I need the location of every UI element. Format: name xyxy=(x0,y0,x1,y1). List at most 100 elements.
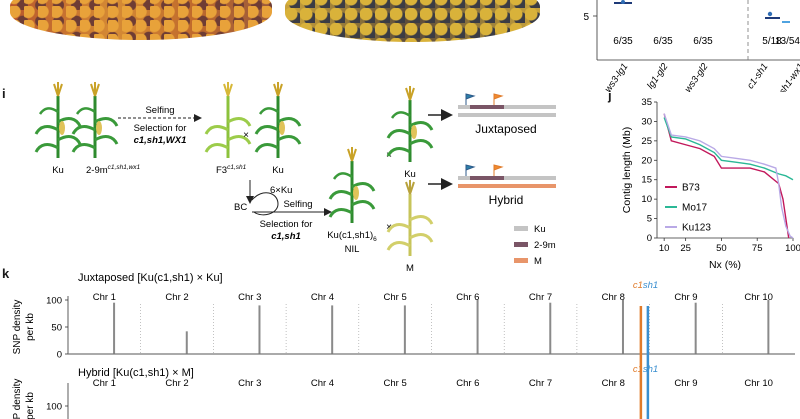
hybrid-haplotype xyxy=(458,164,556,188)
count-label: 6/35 xyxy=(693,36,713,47)
y-tick-label: 100 xyxy=(46,296,62,307)
y-tick-label: 15 xyxy=(641,175,652,186)
legend-swatch-m xyxy=(514,258,528,263)
series-line-ku123 xyxy=(663,113,794,239)
legend-label-2-9m: 2-9m xyxy=(534,240,556,251)
y-tick-label: 5 xyxy=(647,214,652,225)
snp-peak xyxy=(403,305,406,354)
chromosome-label: Chr 1 xyxy=(93,292,116,303)
arrow-label-selection: Selection for xyxy=(134,123,187,134)
x-tick-label: 25 xyxy=(680,243,691,254)
result-label-hybrid: Hybrid xyxy=(489,193,524,207)
series-line-mo17 xyxy=(663,117,794,181)
arrow-label-genotype: c1,sh1,WX1 xyxy=(134,135,187,146)
chromosome-label: Chr 6 xyxy=(456,378,479,389)
snp-density-chart: Juxtaposed [Ku(c1,sh1) × Ku] 0 50 100 SNP de… xyxy=(12,272,795,419)
panel-label-j: j xyxy=(608,88,612,103)
chromosome-label: Chr 1 xyxy=(93,378,116,389)
snp-peak xyxy=(113,302,116,354)
plant-label-f3: F3c1,sh1 xyxy=(216,164,247,176)
arrow2-label-selfing: Selfing xyxy=(283,199,312,210)
chromosome-label: Chr 10 xyxy=(744,378,773,389)
contig-length-chart: 0 5 10 15 20 25 30 35 10 25 50 75 100 Nx (%) Contig le… xyxy=(621,97,800,271)
plant-ku xyxy=(34,80,82,160)
chromosome-label: Chr 8 xyxy=(602,292,625,303)
x-tick-label: 75 xyxy=(752,243,763,254)
x-tick-label: 100 xyxy=(785,243,800,254)
plant-label-ku-3: Ku xyxy=(404,169,416,180)
y-axis-label-line1: SNP density xyxy=(12,300,23,355)
y-tick-label: 10 xyxy=(641,194,652,205)
juxtaposed-haplotype xyxy=(458,93,556,117)
legend-label-ku: Ku xyxy=(534,224,546,235)
panel-label-k: k xyxy=(2,266,10,281)
chromosome-label: Chr 7 xyxy=(529,378,552,389)
arrow2-label-selection: Selection for xyxy=(260,219,313,230)
legend-label: Ku123 xyxy=(682,223,711,234)
legend-label: B73 xyxy=(682,183,700,194)
y-tick-label: 25 xyxy=(641,136,652,147)
snp-peak xyxy=(331,305,334,354)
y-axis-label-line2: per kb xyxy=(25,392,36,419)
chromosome-label: Chr 3 xyxy=(238,292,261,303)
y-tick-label: 50 xyxy=(51,323,62,334)
data-point xyxy=(767,11,773,17)
chromosome-label: Chr 2 xyxy=(165,378,188,389)
snp-peak xyxy=(476,300,479,354)
track-title-juxtaposed: Juxtaposed [Ku(c1,sh1) × Ku] xyxy=(78,272,223,284)
chromosome-label: Chr 4 xyxy=(311,378,334,389)
cross-symbol: × xyxy=(243,130,249,141)
chromosome-label: Chr 7 xyxy=(529,292,552,303)
ytick-label: 5 xyxy=(583,12,589,23)
snp-peak xyxy=(185,331,188,354)
corn-cob-photo-left xyxy=(10,0,272,40)
plant-label-m: M xyxy=(406,263,414,274)
plant-label-ku-2: Ku xyxy=(272,165,284,176)
y-axis-label-line2: per kb xyxy=(25,313,36,341)
legend-swatch-2-9m xyxy=(514,242,528,247)
snp-peak xyxy=(549,302,552,354)
snp-peak xyxy=(621,300,624,354)
chromosome-label: Chr 10 xyxy=(744,292,773,303)
top-dot-chart: 5 6/35 6/35 6/35 5/18 13/54 ws3-lg1 lg1-… xyxy=(583,0,800,92)
series-line-b73 xyxy=(663,113,790,239)
plant-nil xyxy=(328,145,376,225)
chromosome-label: Chr 4 xyxy=(311,292,334,303)
marker-label-c1: c1 xyxy=(633,364,643,375)
marker-label-c1: c1 xyxy=(633,280,643,291)
x-tick-label: 50 xyxy=(716,243,727,254)
count-label: 6/35 xyxy=(613,36,633,47)
x-axis-label: Nx (%) xyxy=(709,259,741,271)
panel-label-i: i xyxy=(2,86,6,101)
arrow2-label-genotype: c1,sh1 xyxy=(271,231,301,242)
snp-peak xyxy=(767,300,770,354)
plant-f3 xyxy=(204,80,252,160)
y-tick-label: 20 xyxy=(641,155,652,166)
chromosome-label: Chr 5 xyxy=(384,292,407,303)
snp-peak xyxy=(258,305,261,354)
count-label: 5/18 xyxy=(762,36,782,47)
y-axis-label-line1: SNP density xyxy=(12,379,23,419)
track-title-hybrid: Hybrid [Ku(c1,sh1) × M] xyxy=(78,367,194,379)
backcross-loop xyxy=(251,192,279,216)
plant-m xyxy=(386,178,434,258)
cross-symbol-3: × xyxy=(386,222,392,233)
chromosome-label: Chr 5 xyxy=(384,378,407,389)
legend-label: Mo17 xyxy=(682,203,707,214)
marker-label-sh1: sh1 xyxy=(643,280,658,291)
backcross-label: BC xyxy=(234,202,247,213)
y-axis-label: Contig length (Mb) xyxy=(621,127,633,213)
plant-label-nil-2: NIL xyxy=(345,244,360,255)
plant-2-9m xyxy=(71,80,119,160)
y-tick-label: 35 xyxy=(641,97,652,108)
chromosome-label: Chr 9 xyxy=(674,292,697,303)
corn-cob-photo-right xyxy=(285,0,540,42)
legend-swatch-ku xyxy=(514,226,528,231)
chromosome-label: Chr 3 xyxy=(238,378,261,389)
legend-label-m: M xyxy=(534,256,542,267)
haplotype-legend: Ku 2-9m M xyxy=(514,224,556,267)
y-tick-label: 0 xyxy=(647,233,652,244)
chromosome-label: Chr 9 xyxy=(674,378,697,389)
data-point xyxy=(621,0,625,4)
chromosome-label: Chr 2 xyxy=(165,292,188,303)
